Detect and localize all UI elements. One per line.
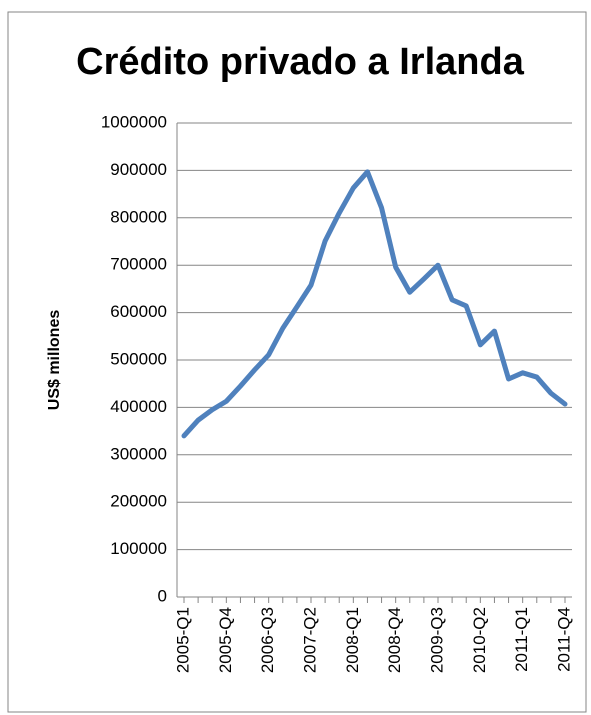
y-tick-label: 800000	[110, 207, 167, 226]
y-tick-label: 100000	[110, 539, 167, 558]
x-tick-label: 2008-Q1	[343, 607, 362, 673]
x-tick-label: 2011-Q1	[512, 607, 531, 672]
y-tick-label: 700000	[110, 255, 167, 274]
y-tick-label: 200000	[110, 492, 167, 511]
x-tick-label: 2008-Q4	[385, 607, 404, 673]
x-tick-label: 2011-Q4	[554, 607, 573, 672]
line	[181, 169, 568, 439]
y-tick-label: 0	[158, 586, 167, 605]
y-tick-label: 300000	[110, 444, 167, 463]
y-axis-label: US$ millones	[46, 310, 63, 411]
x-tick-label: 2007-Q2	[300, 607, 319, 673]
y-tick-label: 500000	[110, 349, 167, 368]
chart-border	[7, 11, 587, 713]
y-tick-label: 400000	[110, 397, 167, 416]
y-tick-label: 1000000	[101, 112, 167, 131]
x-tick-label: 2006-Q3	[258, 607, 277, 673]
chart-title: Crédito privado a Irlanda	[76, 41, 525, 83]
y-tick-label: 600000	[110, 302, 167, 321]
x-tick-label: 2010-Q2	[470, 607, 489, 673]
x-tick-label: 2005-Q4	[216, 607, 235, 673]
x-tick-label: 2005-Q1	[173, 607, 192, 673]
x-tick-label: 2009-Q3	[427, 607, 446, 673]
y-tick-label: 900000	[110, 160, 167, 179]
